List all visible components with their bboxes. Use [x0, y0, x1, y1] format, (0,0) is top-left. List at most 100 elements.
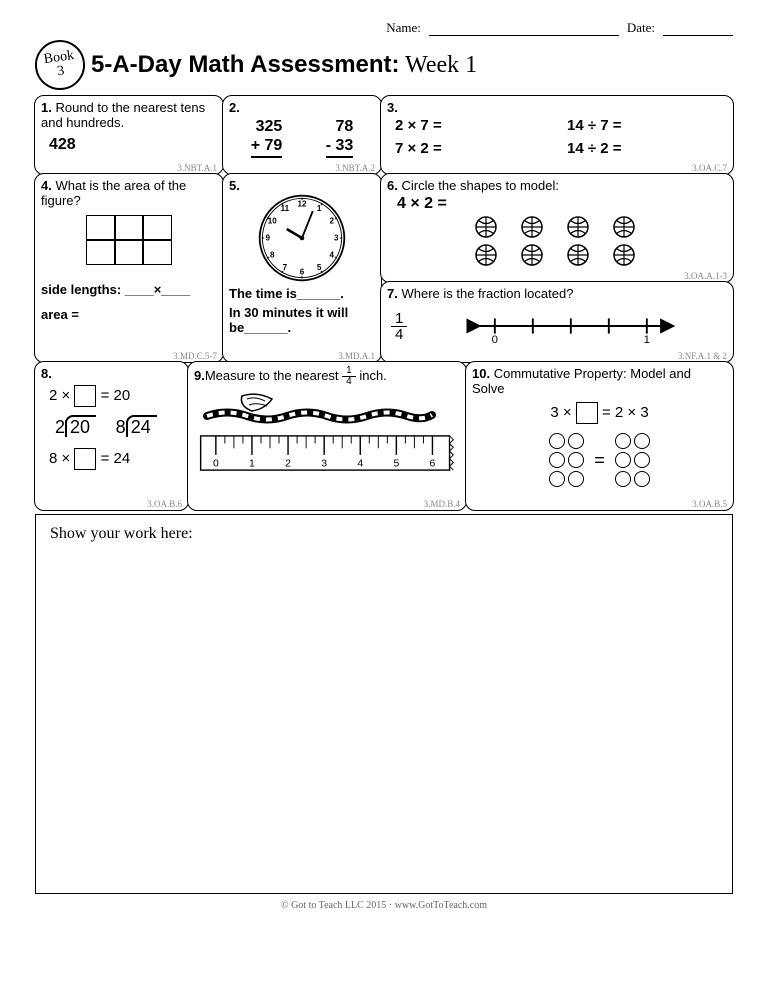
q1: 1. Round to the nearest tens and hundred…	[34, 95, 224, 175]
basketball-icon	[612, 243, 636, 267]
svg-text:2: 2	[329, 216, 334, 225]
work-box[interactable]: Show your work here:	[35, 514, 733, 894]
svg-text:6: 6	[300, 268, 305, 277]
q9-text-pre: Measure to the nearest	[205, 368, 342, 383]
badge-line2: 3	[57, 65, 66, 80]
basketball-icon	[474, 215, 498, 239]
q10-circles: =	[472, 430, 727, 490]
svg-text:4: 4	[329, 251, 334, 260]
q9-text-post: inch.	[356, 368, 387, 383]
basketball-icon	[520, 215, 544, 239]
q2-col-a: 325 + 79	[251, 117, 283, 158]
q2-b-top: 78	[326, 117, 354, 136]
q5-num: 5.	[229, 178, 240, 193]
q6-text: Circle the shapes to model:	[401, 178, 559, 193]
q4-num: 4.	[41, 178, 52, 193]
longdiv-2: 824	[116, 417, 157, 438]
q5-line1: The time is______.	[229, 286, 375, 301]
clock-icon: 1212 345 678 91011	[257, 193, 347, 283]
q4: 4. What is the area of the figure? side …	[34, 173, 224, 363]
blank-box[interactable]	[74, 448, 96, 470]
q5-std: 3.MD.A.1	[338, 351, 375, 361]
q1-text: Round to the nearest tens and hundreds.	[41, 100, 205, 130]
svg-text:1: 1	[644, 334, 650, 345]
name-blank[interactable]	[429, 20, 619, 36]
q7-std: 3.NF.A.1 & 2	[678, 351, 727, 361]
q8-num: 8.	[41, 366, 52, 381]
svg-text:9: 9	[266, 234, 271, 243]
q2-std: 3.NBT.A.2	[335, 163, 375, 173]
q6-shapes	[387, 215, 727, 267]
row-3: 8. 2 × = 20 220 824 8 × = 24 3.OA.B.6 9.…	[35, 362, 733, 510]
q5: 5. 1212 345 678 91011	[222, 173, 382, 363]
q9-num: 9.	[194, 368, 205, 383]
basketball-icon	[566, 243, 590, 267]
basketball-icon	[520, 243, 544, 267]
q4-text: What is the area of the figure?	[41, 178, 186, 208]
q6-std: 3.OA.A.1-3	[684, 271, 727, 281]
q7: 7. Where is the fraction located? 1 4 0	[380, 281, 734, 363]
q3-e2: 14 ÷ 7 =	[567, 117, 719, 134]
svg-text:2: 2	[285, 458, 291, 469]
q3: 3. 2 × 7 = 14 ÷ 7 = 7 × 2 = 14 ÷ 2 = 3.O…	[380, 95, 734, 175]
q6-expr: 4 × 2 =	[397, 195, 717, 213]
row-2: 4. What is the area of the figure? side …	[35, 174, 733, 362]
svg-text:4: 4	[357, 458, 363, 469]
book-badge: Book 3	[32, 37, 88, 93]
q10-text: Commutative Property: Model and Solve	[472, 366, 691, 396]
svg-text:5: 5	[393, 458, 399, 469]
q2-a-top: 325	[251, 117, 283, 136]
number-line: 0 1	[419, 307, 723, 345]
q9-frac: 14	[342, 366, 356, 387]
q10: 10. Commutative Property: Model and Solv…	[465, 361, 734, 511]
q4-side: side lengths: ____×____	[41, 282, 217, 297]
date-blank[interactable]	[663, 20, 733, 36]
q7-fraction: 1 4	[391, 311, 407, 342]
q3-std: 3.OA.C.7	[692, 163, 727, 173]
q1-std: 3.NBT.A.1	[177, 163, 217, 173]
longdiv-1: 220	[55, 417, 96, 438]
q10-num: 10.	[472, 366, 490, 381]
q3-e3: 7 × 2 =	[395, 140, 547, 157]
q3-num: 3.	[387, 100, 398, 115]
date-label: Date:	[627, 20, 655, 36]
svg-text:7: 7	[283, 263, 288, 272]
q4-std: 3.MD.C.5-7	[173, 351, 217, 361]
svg-text:10: 10	[268, 216, 277, 225]
q7-num: 7.	[387, 286, 398, 301]
q3-e4: 14 ÷ 2 =	[567, 140, 719, 157]
q8-std: 3.OA.B.6	[147, 499, 182, 509]
q4-figure	[87, 216, 171, 264]
q4-area: area =	[41, 307, 217, 322]
basketball-icon	[566, 215, 590, 239]
blank-box[interactable]	[74, 385, 96, 407]
blank-box[interactable]	[576, 402, 598, 424]
svg-text:0: 0	[492, 334, 498, 345]
q9-std: 3.MD.B.4	[424, 499, 460, 509]
footer: © Got to Teach LLC 2015 · www.GotToTeach…	[35, 900, 733, 911]
q9: 9.Measure to the nearest 14 inch. 0 1 2 3 4 5…	[187, 361, 467, 511]
svg-text:0: 0	[213, 458, 219, 469]
q1-value: 428	[49, 136, 217, 154]
header: Name: Date:	[35, 20, 733, 36]
row-1: 1. Round to the nearest tens and hundred…	[35, 96, 733, 174]
title-week: Week 1	[400, 52, 478, 78]
q5-line2: In 30 minutes it will be______.	[229, 305, 375, 335]
svg-text:12: 12	[298, 199, 307, 208]
q6: 6. Circle the shapes to model: 4 × 2 = 3…	[380, 173, 734, 283]
q2-num: 2.	[229, 100, 240, 115]
q10-std: 3.OA.B.5	[692, 499, 727, 509]
svg-text:8: 8	[270, 251, 275, 260]
svg-text:3: 3	[321, 458, 327, 469]
svg-text:6: 6	[430, 458, 436, 469]
basketball-icon	[474, 243, 498, 267]
rope-icon	[194, 391, 460, 431]
q3-e1: 2 × 7 =	[395, 117, 547, 134]
q1-num: 1.	[41, 100, 52, 115]
q7-text: Where is the fraction located?	[401, 286, 573, 301]
title-main: 5-A-Day Math Assessment:	[91, 51, 400, 78]
svg-text:3: 3	[334, 234, 339, 243]
basketball-icon	[612, 215, 636, 239]
svg-text:1: 1	[249, 458, 255, 469]
title-row: Book 3 5-A-Day Math Assessment: Week 1	[35, 40, 733, 90]
